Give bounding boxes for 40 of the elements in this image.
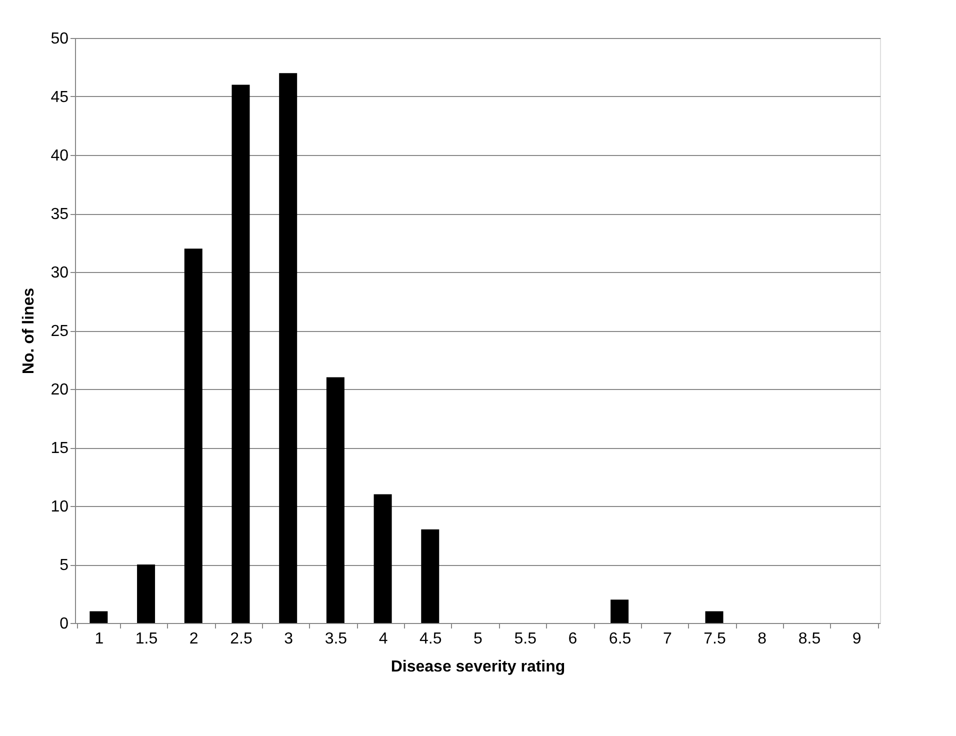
y-tick-label: 0: [60, 616, 69, 632]
y-tick-label: 5: [60, 557, 69, 574]
bar: [705, 611, 724, 623]
bar: [421, 529, 440, 623]
bar: [279, 73, 298, 623]
x-tick-label: 7.5: [704, 630, 726, 648]
x-tick-label: 7: [662, 630, 672, 648]
x-tick-label: 3: [284, 630, 294, 648]
x-tick-label: 4: [378, 630, 388, 648]
x-tick-label: 2: [189, 630, 198, 648]
bar: [326, 377, 344, 623]
x-tick-label: 5: [474, 630, 483, 648]
x-tick-label: 9: [852, 630, 862, 648]
x-axis-title: Disease severity rating: [390, 658, 566, 676]
bar: [374, 494, 392, 623]
x-tick-label: 5.5: [514, 630, 537, 648]
y-tick-label: 50: [50, 30, 69, 48]
bar: [232, 84, 250, 623]
x-tick-label: 6.5: [608, 630, 632, 648]
y-tick-label: 40: [50, 148, 69, 164]
x-tick-label: 2.5: [230, 630, 252, 648]
y-tick-label: 10: [50, 498, 69, 516]
x-tick-label: 6: [568, 630, 578, 648]
bar: [184, 248, 202, 623]
x-tick-label: 4.5: [420, 630, 442, 648]
x-tick-label: 3.5: [324, 630, 348, 648]
x-tick-label: 1: [94, 630, 104, 648]
y-axis-title: No. of lines: [20, 288, 38, 374]
x-tick-label: 8.5: [798, 630, 821, 648]
bar: [610, 600, 629, 623]
y-tick-label: 45: [50, 89, 69, 106]
x-tick-label: 1.5: [135, 630, 158, 648]
y-tick-label: 25: [50, 323, 69, 340]
y-tick-label: 30: [50, 264, 69, 282]
bar: [137, 564, 156, 623]
bar: [90, 611, 108, 623]
y-tick-label: 20: [50, 382, 69, 398]
x-tick-label: 8: [758, 630, 767, 648]
y-tick-label: 35: [50, 206, 69, 223]
y-tick-label: 15: [50, 440, 69, 457]
